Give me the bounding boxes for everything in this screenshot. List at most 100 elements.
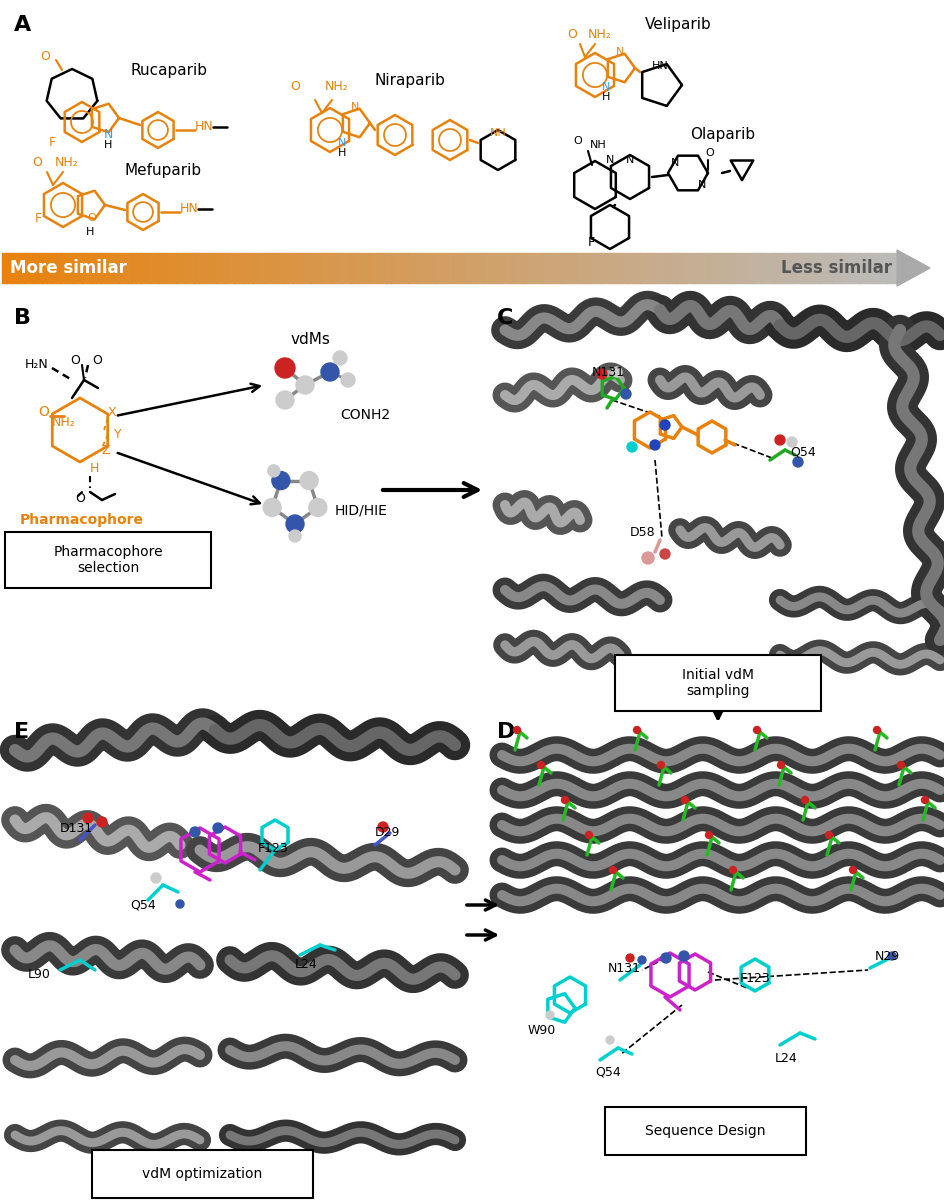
Bar [110, 253, 114, 283]
Bar [694, 253, 700, 283]
Text: Olaparib: Olaparib [690, 127, 755, 143]
Text: O: O [567, 29, 577, 42]
Bar [756, 253, 762, 283]
Circle shape [898, 762, 904, 768]
Bar [257, 253, 261, 283]
Bar [766, 253, 770, 283]
Circle shape [97, 817, 107, 827]
Bar [556, 253, 561, 283]
Bar [743, 253, 749, 283]
Bar [2, 253, 7, 283]
Circle shape [83, 814, 93, 823]
Bar [542, 253, 548, 283]
Text: D131: D131 [60, 822, 93, 834]
Text: Less similar: Less similar [781, 259, 892, 277]
Bar [663, 253, 667, 283]
Bar [872, 253, 878, 283]
Bar [159, 253, 163, 283]
Text: vdM optimization: vdM optimization [142, 1166, 262, 1181]
Text: O: O [32, 156, 42, 169]
Circle shape [778, 762, 784, 768]
Bar [855, 253, 860, 283]
Text: O: O [290, 80, 300, 94]
Bar [56, 253, 60, 283]
Text: D58: D58 [630, 527, 655, 540]
Bar [310, 253, 315, 283]
Bar [815, 253, 819, 283]
Bar [565, 253, 569, 283]
Bar [386, 253, 391, 283]
Bar [404, 253, 409, 283]
Polygon shape [897, 250, 930, 286]
Bar [574, 253, 579, 283]
Bar [216, 253, 221, 283]
Text: L24: L24 [775, 1051, 798, 1064]
Text: Q54: Q54 [595, 1066, 621, 1079]
Bar [480, 253, 484, 283]
Bar [194, 253, 199, 283]
Bar [841, 253, 847, 283]
Bar [198, 253, 204, 283]
Bar [440, 253, 445, 283]
Text: CONH2: CONH2 [340, 408, 390, 422]
Bar [141, 253, 145, 283]
Bar [471, 253, 476, 283]
Text: NH: NH [490, 128, 506, 138]
Bar [346, 253, 351, 283]
Bar [797, 253, 801, 283]
Bar [707, 253, 713, 283]
Bar [591, 253, 597, 283]
Bar [725, 253, 731, 283]
Bar [462, 253, 467, 283]
Text: O: O [75, 492, 85, 504]
Text: NH: NH [590, 140, 606, 150]
Text: C: C [497, 308, 514, 328]
Bar [761, 253, 766, 283]
Circle shape [626, 954, 634, 962]
Bar [587, 253, 592, 283]
Bar [265, 253, 270, 283]
Circle shape [660, 420, 670, 430]
Bar [92, 253, 96, 283]
Bar [154, 253, 159, 283]
Bar [395, 253, 400, 283]
Bar [810, 253, 815, 283]
Circle shape [151, 874, 161, 883]
Bar [355, 253, 360, 283]
Text: D: D [497, 722, 515, 742]
Circle shape [888, 952, 896, 960]
Bar [270, 253, 275, 283]
Bar [788, 253, 793, 283]
Circle shape [585, 832, 593, 839]
Bar [363, 253, 369, 283]
FancyBboxPatch shape [615, 655, 821, 710]
Bar [618, 253, 623, 283]
Bar [828, 253, 833, 283]
Bar [252, 253, 257, 283]
Bar [131, 253, 137, 283]
Circle shape [276, 391, 294, 409]
Circle shape [873, 726, 881, 733]
Bar [391, 253, 396, 283]
Text: HID/HIE: HID/HIE [335, 503, 388, 517]
Text: Pharmacophore: Pharmacophore [20, 514, 144, 527]
Bar [636, 253, 641, 283]
Bar [172, 253, 177, 283]
Text: F123: F123 [740, 972, 770, 984]
Text: W90: W90 [528, 1024, 556, 1037]
Circle shape [263, 498, 281, 516]
Text: O: O [70, 354, 80, 366]
Circle shape [333, 350, 347, 365]
Bar [819, 253, 824, 283]
Bar [578, 253, 583, 283]
Bar [247, 253, 253, 283]
Bar [886, 253, 891, 283]
Text: vdMs: vdMs [290, 332, 330, 348]
Bar [144, 253, 150, 283]
Circle shape [546, 1010, 554, 1019]
Text: N131: N131 [608, 961, 641, 974]
Text: H₂N: H₂N [25, 359, 49, 372]
Circle shape [275, 358, 295, 378]
Bar [569, 253, 574, 283]
Text: NH₂: NH₂ [55, 156, 78, 168]
